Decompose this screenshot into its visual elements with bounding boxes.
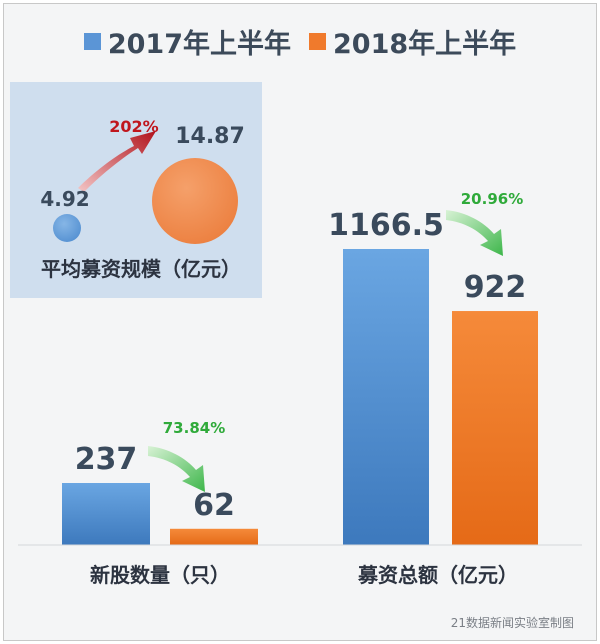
bar-2017-amount bbox=[343, 249, 429, 545]
avg-change-label: 202% bbox=[109, 117, 158, 136]
bar-value-2018-count: 62 bbox=[193, 488, 235, 523]
legend-item-2017: 2017年上半年 bbox=[83, 22, 291, 61]
legend-item-2018: 2018年上半年 bbox=[309, 22, 516, 61]
bubble-2018 bbox=[152, 158, 238, 244]
avg-size-title: 平均募资规模（亿元） bbox=[41, 257, 241, 281]
amount-change-label: 20.96% bbox=[461, 190, 523, 208]
count-change-label: 73.84% bbox=[163, 419, 225, 437]
bubble-2018-value: 14.87 bbox=[175, 124, 245, 149]
bar-value-2017-count: 237 bbox=[75, 442, 138, 477]
bar-2017-count bbox=[62, 483, 150, 545]
avg-change-arrow bbox=[78, 131, 156, 192]
bar-value-2017-amount: 1166.5 bbox=[328, 208, 444, 243]
bar-value-2018-amount: 922 bbox=[464, 270, 527, 305]
bubble-2017 bbox=[53, 214, 81, 242]
legend: 2017年上半年 2018年上半年 bbox=[0, 22, 600, 61]
bar-2018-count bbox=[170, 528, 258, 545]
bars-group: 237 62 1166.5 922 bbox=[62, 208, 538, 545]
bubble-2017-value: 4.92 bbox=[40, 187, 89, 211]
legend-label-2017: 2017年上半年 bbox=[107, 29, 291, 60]
count-change-arrow bbox=[148, 446, 205, 492]
category-label-count: 新股数量（只） bbox=[90, 563, 230, 587]
legend-label-2018: 2018年上半年 bbox=[333, 29, 517, 60]
legend-swatch-2018 bbox=[309, 33, 326, 50]
credit-text: 21数据新闻实验室制图 bbox=[450, 616, 574, 630]
category-label-amount: 募资总额（亿元） bbox=[357, 563, 518, 587]
bar-2018-amount bbox=[452, 311, 538, 545]
amount-change-arrow bbox=[446, 210, 503, 256]
legend-swatch-2017 bbox=[83, 33, 101, 50]
